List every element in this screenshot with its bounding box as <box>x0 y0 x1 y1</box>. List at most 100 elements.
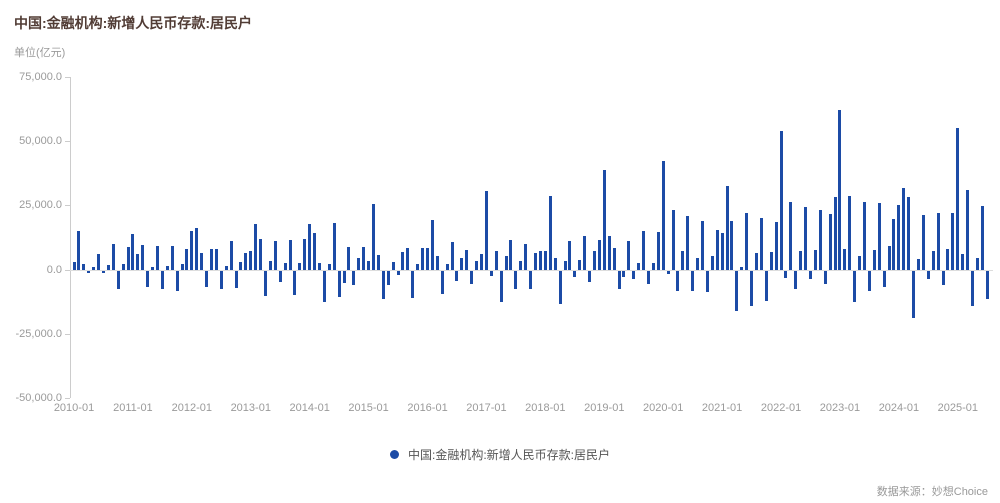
bar[interactable] <box>475 261 479 270</box>
bar[interactable] <box>637 262 641 270</box>
bar[interactable] <box>887 246 891 270</box>
bar[interactable] <box>534 252 538 270</box>
bar[interactable] <box>327 264 331 270</box>
bar[interactable] <box>244 252 248 270</box>
bar[interactable] <box>892 218 896 270</box>
bar[interactable] <box>175 270 179 291</box>
bar[interactable] <box>573 270 577 278</box>
bar[interactable] <box>897 205 901 270</box>
bar[interactable] <box>946 249 950 270</box>
bar[interactable] <box>813 249 817 270</box>
bar[interactable] <box>160 270 164 290</box>
bar[interactable] <box>136 254 140 270</box>
bar[interactable] <box>966 190 970 270</box>
bar[interactable] <box>126 246 130 270</box>
bar[interactable] <box>858 255 862 270</box>
bar[interactable] <box>77 231 81 270</box>
bar[interactable] <box>691 270 695 291</box>
bar[interactable] <box>170 246 174 270</box>
bar[interactable] <box>421 247 425 270</box>
bar[interactable] <box>975 257 979 270</box>
bar[interactable] <box>342 270 346 283</box>
bar[interactable] <box>219 270 223 290</box>
bar[interactable] <box>779 130 783 270</box>
bar[interactable] <box>538 251 542 270</box>
bar[interactable] <box>200 252 204 270</box>
bar[interactable] <box>101 270 105 274</box>
bar[interactable] <box>347 247 351 270</box>
bar[interactable] <box>141 245 145 270</box>
bar[interactable] <box>470 270 474 284</box>
bar[interactable] <box>720 232 724 270</box>
bar[interactable] <box>82 263 86 270</box>
bar[interactable] <box>97 253 101 270</box>
bar[interactable] <box>480 254 484 270</box>
bar[interactable] <box>607 236 611 270</box>
bar[interactable] <box>268 261 272 270</box>
bar[interactable] <box>907 197 911 270</box>
bar[interactable] <box>92 266 96 270</box>
bar[interactable] <box>259 239 263 270</box>
bar[interactable] <box>602 170 606 270</box>
bar[interactable] <box>612 247 616 270</box>
bar[interactable] <box>926 270 930 280</box>
bar[interactable] <box>730 221 734 270</box>
bar[interactable] <box>583 236 587 270</box>
bar[interactable] <box>209 248 213 270</box>
bar[interactable] <box>710 256 714 270</box>
bar[interactable] <box>357 257 361 270</box>
bar[interactable] <box>229 241 233 270</box>
bar[interactable] <box>116 270 120 290</box>
bar[interactable] <box>686 216 690 270</box>
bar[interactable] <box>396 270 400 275</box>
bar[interactable] <box>519 261 523 270</box>
bar[interactable] <box>121 264 125 270</box>
bar[interactable] <box>750 270 754 306</box>
bar[interactable] <box>931 251 935 270</box>
bar[interactable] <box>789 201 793 270</box>
bar[interactable] <box>715 229 719 270</box>
bar[interactable] <box>484 191 488 270</box>
bar[interactable] <box>956 127 960 270</box>
bar[interactable] <box>548 196 552 270</box>
bar[interactable] <box>146 270 150 287</box>
bar[interactable] <box>214 248 218 270</box>
bar[interactable] <box>155 246 159 270</box>
bar[interactable] <box>671 209 675 270</box>
bar[interactable] <box>917 258 921 270</box>
bar[interactable] <box>406 247 410 270</box>
bar[interactable] <box>592 251 596 270</box>
bar[interactable] <box>524 244 528 270</box>
bar[interactable] <box>642 231 646 270</box>
bar[interactable] <box>740 266 744 270</box>
bar[interactable] <box>322 270 326 303</box>
bar[interactable] <box>411 270 415 299</box>
bar[interactable] <box>872 249 876 270</box>
bar[interactable] <box>426 247 430 270</box>
bar[interactable] <box>696 258 700 270</box>
bar[interactable] <box>337 270 341 298</box>
bar[interactable] <box>877 203 881 270</box>
bar[interactable] <box>234 270 238 289</box>
bar[interactable] <box>799 251 803 270</box>
bar[interactable] <box>509 239 513 270</box>
bar[interactable] <box>72 262 76 270</box>
bar[interactable] <box>460 257 464 270</box>
bar[interactable] <box>376 255 380 270</box>
bar[interactable] <box>455 270 459 281</box>
bar[interactable] <box>769 251 773 270</box>
bar[interactable] <box>774 222 778 270</box>
bar[interactable] <box>489 270 493 276</box>
bar[interactable] <box>440 270 444 295</box>
bar[interactable] <box>465 249 469 270</box>
bar[interactable] <box>725 185 729 270</box>
bar[interactable] <box>705 270 709 293</box>
bar[interactable] <box>529 270 533 290</box>
bar[interactable] <box>293 270 297 295</box>
bar[interactable] <box>131 234 135 270</box>
bar[interactable] <box>190 231 194 270</box>
bar[interactable] <box>362 247 366 270</box>
bar[interactable] <box>853 270 857 303</box>
bar[interactable] <box>391 261 395 270</box>
bar[interactable] <box>151 267 155 270</box>
